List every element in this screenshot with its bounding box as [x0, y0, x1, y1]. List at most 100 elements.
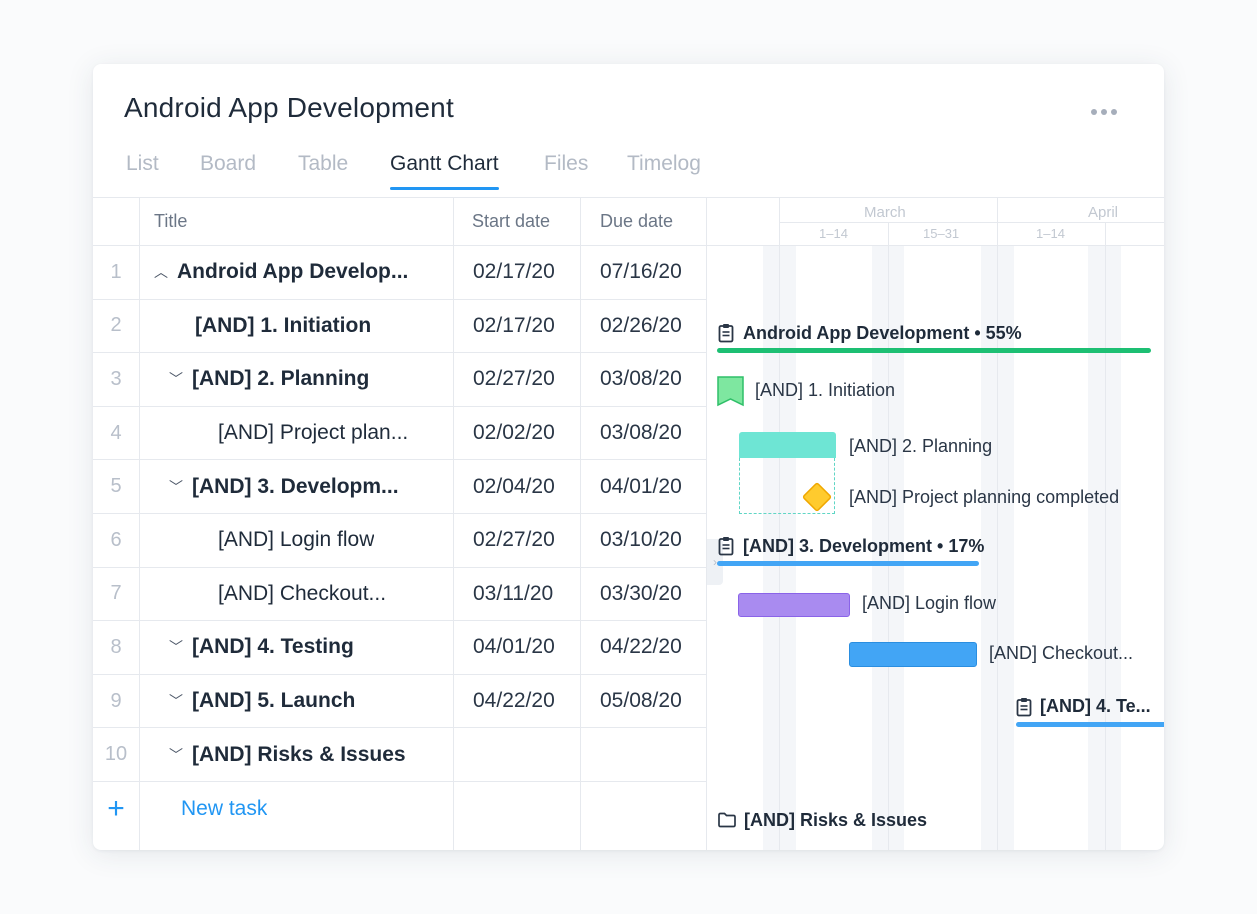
row-number: 4	[110, 421, 122, 444]
grid-line	[1105, 222, 1106, 850]
gantt-label[interactable]: [AND] 4. Te...	[1040, 696, 1151, 716]
gantt-label[interactable]: [AND] 3. Development • 17%	[743, 536, 985, 556]
due-date[interactable]: 04/22/20	[600, 635, 682, 659]
divider	[93, 197, 1164, 198]
table-row[interactable]: 7 [AND] Checkout... 03/11/20 03/30/20	[93, 568, 707, 622]
week-label: 1–14	[1036, 226, 1065, 241]
more-horizontal-icon[interactable]	[1091, 107, 1121, 117]
task-title[interactable]: [AND] Checkout...	[218, 581, 387, 605]
start-date[interactable]: 02/02/20	[473, 421, 555, 445]
row-number: 8	[110, 635, 122, 658]
table-row[interactable]: 1 ︿ Android App Develop... 02/17/20 07/1…	[93, 246, 707, 300]
task-title[interactable]: [AND] 2. Planning	[192, 367, 370, 391]
task-bar[interactable]	[849, 642, 977, 667]
grid-line	[779, 222, 1164, 223]
task-table: Title Start date Due date 1 ︿ Android Ap…	[93, 198, 707, 850]
month-label: March	[864, 204, 906, 221]
milestone-flag-icon[interactable]	[717, 376, 744, 407]
gantt-label[interactable]: [AND] Project planning completed	[849, 487, 1120, 507]
month-label: April	[1088, 204, 1119, 221]
tab-files[interactable]: Files	[544, 152, 589, 175]
milestone-diamond-icon[interactable]	[800, 480, 834, 514]
task-bar[interactable]	[739, 432, 836, 458]
gantt-label[interactable]: [AND] 2. Planning	[849, 436, 993, 456]
column-header-title[interactable]: Title	[154, 211, 188, 231]
new-task-button[interactable]: New task	[181, 796, 268, 820]
task-title[interactable]: [AND] Risks & Issues	[192, 742, 406, 766]
start-date[interactable]: 03/11/20	[473, 581, 554, 605]
due-date[interactable]: 03/08/20	[600, 367, 682, 391]
task-title[interactable]: [AND] 3. Developm...	[192, 474, 399, 498]
grid-line	[997, 198, 998, 850]
tab-table[interactable]: Table	[298, 152, 349, 175]
clipboard-icon	[718, 324, 734, 343]
table-row[interactable]: 3 ﹀ [AND] 2. Planning 02/27/20 03/08/20	[93, 353, 707, 407]
table-row[interactable]: 5 ﹀ [AND] 3. Developm... 02/04/20 04/01/…	[93, 460, 707, 514]
table-row[interactable]: 4 [AND] Project plan... 02/02/20 03/08/2…	[93, 407, 707, 461]
chevron-down-icon[interactable]: ﹀	[169, 371, 183, 388]
gantt-label[interactable]: [AND] Checkout...	[989, 643, 1134, 663]
start-date[interactable]: 04/22/20	[473, 689, 555, 713]
task-bar[interactable]	[738, 593, 850, 617]
due-date[interactable]: 02/26/20	[600, 313, 682, 337]
start-date[interactable]: 02/17/20	[473, 313, 555, 337]
divider	[580, 198, 581, 850]
table-row[interactable]: 6 [AND] Login flow 02/27/20 03/10/20	[93, 514, 707, 568]
row-number: 5	[110, 475, 122, 498]
tab-timelog[interactable]: Timelog	[627, 152, 701, 175]
start-date[interactable]: 04/01/20	[473, 635, 555, 659]
summary-bar[interactable]	[717, 348, 1151, 353]
due-date[interactable]: 03/10/20	[600, 528, 682, 552]
divider	[139, 198, 140, 850]
grid-line	[779, 198, 780, 850]
task-title[interactable]: [AND] 1. Initiation	[195, 313, 372, 337]
due-date[interactable]: 03/08/20	[600, 421, 682, 445]
row-number: 1	[110, 260, 122, 283]
gantt-label[interactable]: [AND] Login flow	[862, 593, 997, 613]
task-title[interactable]: [AND] 5. Launch	[192, 689, 356, 713]
week-label: 15–31	[923, 226, 960, 241]
chevron-down-icon[interactable]: ﹀	[169, 478, 183, 495]
due-date[interactable]: 05/08/20	[600, 689, 682, 713]
plus-icon[interactable]: +	[107, 791, 125, 825]
clipboard-icon	[1016, 698, 1032, 717]
table-header: Title Start date Due date	[93, 198, 707, 246]
start-date[interactable]: 02/27/20	[473, 367, 555, 391]
chevron-down-icon[interactable]: ﹀	[169, 693, 183, 710]
chevron-up-icon[interactable]: ︿	[154, 264, 168, 281]
summary-bar[interactable]	[717, 561, 979, 566]
divider	[453, 198, 454, 850]
tab-list[interactable]: List	[126, 152, 159, 175]
row-number: 2	[110, 314, 122, 337]
summary-bar[interactable]	[1016, 722, 1164, 727]
dependency-outline	[739, 458, 835, 514]
task-title[interactable]: Android App Develop...	[177, 260, 409, 284]
row-number: 7	[110, 582, 122, 605]
folder-icon	[718, 812, 736, 828]
task-title[interactable]: [AND] 4. Testing	[192, 635, 354, 659]
gantt-label[interactable]: [AND] Risks & Issues	[744, 810, 928, 830]
tab-gantt-chart[interactable]: Gantt Chart	[390, 152, 499, 190]
chevron-down-icon[interactable]: ﹀	[169, 746, 183, 763]
tab-board[interactable]: Board	[200, 152, 257, 175]
start-date[interactable]: 02/27/20	[473, 528, 555, 552]
column-header-due-date[interactable]: Due date	[600, 211, 674, 231]
clipboard-icon	[718, 537, 734, 556]
table-row[interactable]: 9 ﹀ [AND] 5. Launch 04/22/20 05/08/20	[93, 675, 707, 729]
table-row[interactable]: 10 ﹀ [AND] Risks & Issues	[93, 728, 707, 782]
table-row[interactable]: 8 ﹀ [AND] 4. Testing 04/01/20 04/22/20	[93, 621, 707, 675]
table-row[interactable]: 2 [AND] 1. Initiation 02/17/20 02/26/20	[93, 300, 707, 354]
chevron-down-icon[interactable]: ﹀	[169, 639, 183, 656]
gantt-label[interactable]: [AND] 1. Initiation	[755, 380, 896, 400]
due-date[interactable]: 07/16/20	[600, 260, 682, 284]
due-date[interactable]: 03/30/20	[600, 581, 682, 605]
new-task-row[interactable]: + New task	[93, 782, 707, 836]
page-title: Android App Development	[124, 92, 454, 123]
start-date[interactable]: 02/17/20	[473, 260, 555, 284]
due-date[interactable]: 04/01/20	[600, 474, 682, 498]
column-header-start-date[interactable]: Start date	[472, 211, 551, 231]
task-title[interactable]: [AND] Login flow	[218, 528, 375, 552]
start-date[interactable]: 02/04/20	[473, 474, 555, 498]
gantt-label[interactable]: Android App Development • 55%	[743, 323, 1022, 343]
task-title[interactable]: [AND] Project plan...	[218, 421, 409, 445]
